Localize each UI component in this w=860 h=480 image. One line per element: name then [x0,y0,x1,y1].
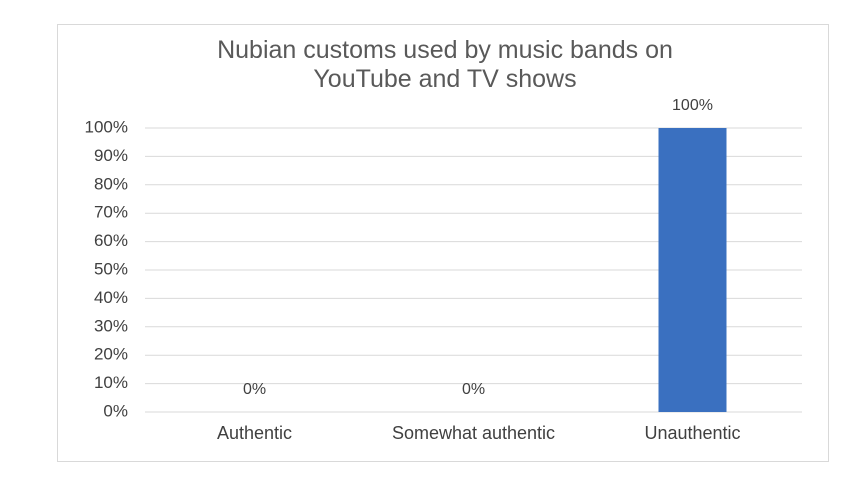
chart-title: Nubian customs used by music bands on Yo… [217,36,673,93]
value-label: 0% [243,381,266,398]
x-tick-label: Unauthentic [644,423,740,443]
y-tick-label: 80% [94,174,128,193]
y-tick-label: 10% [94,373,128,392]
value-label: 100% [672,97,713,114]
y-tick-label: 60% [94,231,128,250]
y-tick-label: 30% [94,316,128,335]
y-tick-label: 50% [94,259,128,278]
y-tick-label: 90% [94,146,128,165]
y-tick-label: 70% [94,203,128,222]
x-tick-label: Authentic [217,423,292,443]
x-tick-label: Somewhat authentic [392,423,555,443]
y-tick-label: 100% [85,117,128,136]
value-label: 0% [462,381,485,398]
bar [658,128,727,412]
y-tick-label: 0% [103,401,128,420]
y-tick-label: 40% [94,288,128,307]
y-tick-label: 20% [94,345,128,364]
